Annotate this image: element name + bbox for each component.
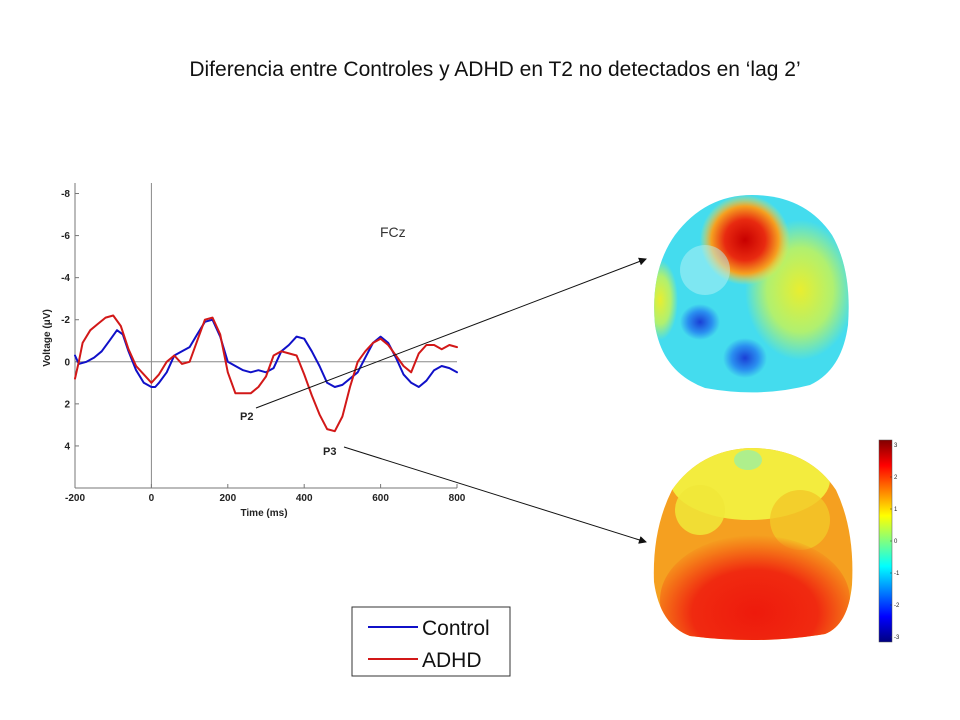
x-tick-label: 200: [219, 493, 236, 504]
x-axis-label: Time (ms): [240, 508, 287, 519]
legend-label-control: Control: [422, 617, 490, 640]
colorbar-tick-label: 2: [894, 475, 898, 481]
x-tick-label: -200: [65, 493, 85, 504]
channel-label: FCz: [380, 224, 406, 240]
colorbar: 3 2 1 0 -1 -2 -3: [878, 439, 900, 643]
y-tick-label: -4: [61, 273, 70, 284]
colorbar-tick-label: -3: [894, 635, 900, 641]
x-ticks: -200 0 200 400 600 800: [65, 484, 466, 504]
legend-label-adhd: ADHD: [422, 649, 482, 672]
y-tick-label: -2: [61, 315, 70, 326]
x-tick-label: 400: [296, 493, 313, 504]
colorbar-ticks: 3 2 1 0 -1 -2 -3: [890, 443, 900, 641]
y-tick-label: -6: [61, 231, 70, 242]
y-tick-label: 2: [64, 399, 70, 410]
p2-label: P2: [240, 411, 253, 423]
scalp-map-p2: [654, 195, 849, 393]
y-tick-label: 0: [64, 357, 70, 368]
y-ticks: -8 -6 -4 -2 0 2 4: [61, 189, 79, 452]
slide-title: Diferencia entre Controles y ADHD en T2 …: [189, 58, 801, 81]
colorbar-tick-label: 3: [894, 443, 898, 449]
scalp-map-p3: [653, 448, 853, 641]
x-tick-label: 800: [449, 493, 466, 504]
series-layer: [74, 314, 458, 433]
colorbar-tick-label: -1: [894, 571, 900, 577]
series-line-adhd: [74, 314, 458, 433]
colorbar-tick-label: -2: [894, 603, 900, 609]
colorbar-tick-label: 0: [894, 539, 898, 545]
legend: Control ADHD: [351, 606, 511, 677]
x-tick-label: 0: [149, 493, 155, 504]
y-tick-label: -8: [61, 189, 70, 200]
legend-box: [351, 606, 511, 677]
p2-arrow: [255, 257, 647, 409]
p3-arrow: [343, 446, 647, 544]
colorbar-tick-label: 1: [894, 507, 898, 513]
y-axis-label: Voltage (μV): [42, 309, 53, 367]
y-tick-label: 4: [64, 441, 70, 452]
x-tick-label: 600: [372, 493, 389, 504]
p3-label: P3: [323, 446, 336, 458]
